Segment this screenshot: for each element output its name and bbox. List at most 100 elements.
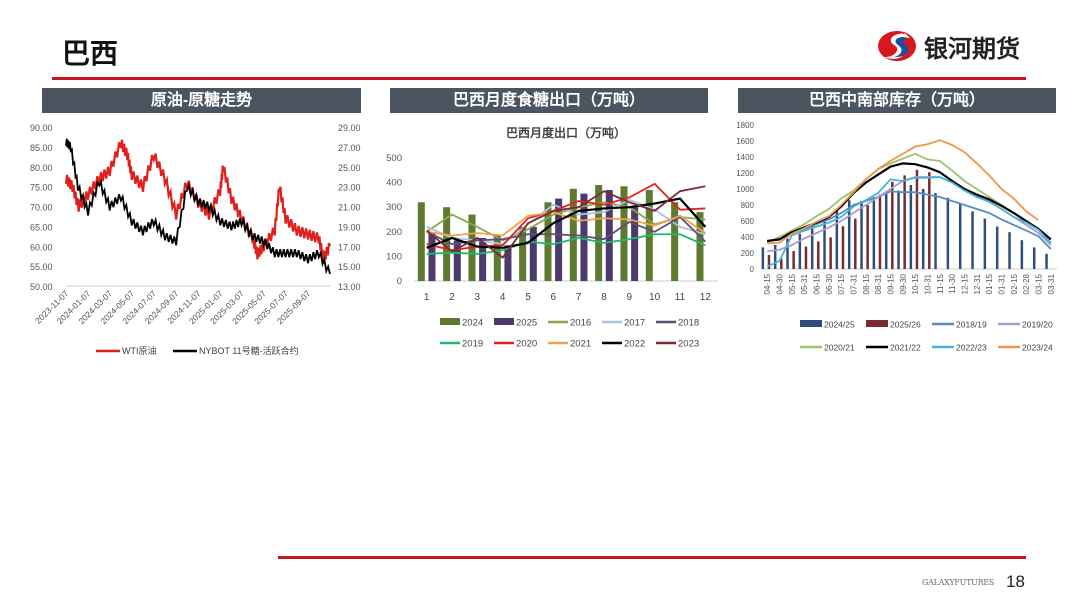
x-tick-label: 5 xyxy=(525,292,531,303)
series-line-2019 xyxy=(426,233,706,255)
bar-2025/26 xyxy=(841,226,845,269)
y-left-tick-label: 70.00 xyxy=(30,203,53,213)
chart-title: 巴西月度出口（万吨） xyxy=(506,125,626,140)
y-tick-label: 200 xyxy=(386,227,402,238)
y-tick-label: 600 xyxy=(741,217,755,226)
y-tick-label: 200 xyxy=(741,249,755,258)
bar-2025 xyxy=(529,226,537,281)
bar-2025/26 xyxy=(829,237,832,269)
x-tick-label: 4 xyxy=(500,292,506,303)
x-tick-label: 06-15 xyxy=(813,273,822,294)
footer-divider xyxy=(278,556,1026,559)
y-tick-label: 1600 xyxy=(736,137,754,146)
y-tick-label: 1200 xyxy=(736,169,754,178)
bar-2025 xyxy=(504,245,512,281)
x-tick-label: 12 xyxy=(700,292,712,303)
bar-2024/25 xyxy=(958,203,962,269)
x-tick-label: 09-15 xyxy=(887,273,896,294)
y-tick-label: 100 xyxy=(386,251,402,262)
bar-2024/25 xyxy=(860,201,863,269)
legend-label: 2025 xyxy=(516,318,537,329)
x-tick-label: 10 xyxy=(649,292,661,303)
bar-2025 xyxy=(555,198,563,281)
legend-label: NYBOT 11号糖-活跃合约 xyxy=(199,345,299,356)
x-tick-label: 11-15 xyxy=(936,273,945,293)
legend-label: 2020/21 xyxy=(824,343,855,353)
bar-2024/25 xyxy=(897,190,900,269)
legend-label: 2019/20 xyxy=(1022,320,1053,330)
bar-2025 xyxy=(479,237,487,281)
bar-2024 xyxy=(519,226,527,281)
y-right-tick-label: 17.00 xyxy=(338,242,361,252)
bar-2025/26 xyxy=(767,255,771,269)
panel-title-exports: 巴西月度食糖出口（万吨） xyxy=(390,88,708,113)
x-tick-label: 05-31 xyxy=(800,273,809,294)
footer-brand: GALAXYFUTURES xyxy=(922,578,995,587)
y-left-tick-label: 80.00 xyxy=(30,163,53,173)
y-right-tick-label: 27.00 xyxy=(338,143,361,153)
bar-2025 xyxy=(580,193,588,281)
bar-2025/26 xyxy=(928,172,931,269)
galaxy-logo-icon xyxy=(878,31,916,61)
x-tick-label: 3 xyxy=(475,292,481,303)
bar-2025 xyxy=(631,207,639,281)
legend-label: 2023/24 xyxy=(1022,343,1053,353)
bar-2024/25 xyxy=(1032,247,1036,269)
bar-2024/25 xyxy=(847,200,851,269)
x-tick-label: 03-15 xyxy=(1035,273,1044,294)
y-tick-label: 400 xyxy=(386,178,402,189)
bar-2024 xyxy=(493,235,501,281)
x-tick-label: 08-15 xyxy=(862,273,871,294)
bar-2024/25 xyxy=(995,226,999,269)
bar-2025/26 xyxy=(915,169,919,269)
y-right-tick-label: 13.00 xyxy=(338,282,361,292)
legend-swatch xyxy=(866,320,888,327)
bar-2024/25 xyxy=(872,197,876,269)
series-line-2023 xyxy=(426,185,706,259)
legend-label: 2016 xyxy=(570,318,591,329)
oil-sugar-chart: 50.00 55.00 60.00 65.00 70.00 75.00 80.00 85.00… xyxy=(30,123,361,356)
bar-2025/26 xyxy=(891,181,894,269)
x-tick-label: 10-31 xyxy=(924,273,933,294)
bar-2024 xyxy=(544,202,552,281)
x-tick-label: 10-15 xyxy=(911,273,920,294)
legend-label: 2018 xyxy=(678,318,699,329)
bar-2024/25 xyxy=(773,245,777,269)
y-tick-label: 1400 xyxy=(736,153,754,162)
bar-2024 xyxy=(620,186,628,281)
bar-2025 xyxy=(428,233,436,281)
x-tick-label: 12-15 xyxy=(961,273,970,294)
panel-title-oil-sugar: 原油-原糖走势 xyxy=(42,88,361,113)
y-tick-label: 800 xyxy=(741,201,755,210)
bar-2024/25 xyxy=(909,185,913,269)
bar-2024/25 xyxy=(761,247,765,269)
bar-2025/26 xyxy=(878,194,882,269)
y-left-tick-label: 65.00 xyxy=(30,222,53,232)
x-tick-label: 01-15 xyxy=(985,273,994,294)
bar-2024/25 xyxy=(946,197,950,269)
x-tick-label: 07-15 xyxy=(837,273,846,294)
x-tick-label: 05-15 xyxy=(788,273,797,294)
series-line-2020 xyxy=(426,182,706,252)
bar-2024 xyxy=(671,202,679,281)
y-left-tick-label: 55.00 xyxy=(30,262,53,272)
bar-2024/25 xyxy=(835,209,839,269)
x-tick-label: 09-30 xyxy=(899,273,908,294)
x-tick-label: 9 xyxy=(627,292,633,303)
page-title: 巴西 xyxy=(62,38,119,69)
y-tick-label: 300 xyxy=(386,202,402,213)
bar-2024/25 xyxy=(810,225,814,269)
x-tick-label: 03-31 xyxy=(1047,273,1056,294)
series-line-2023/24 xyxy=(767,139,1040,245)
legend-swatch xyxy=(440,318,460,325)
y-tick-label: 400 xyxy=(741,233,755,242)
bar-2024/25 xyxy=(884,191,888,269)
y-right-tick-label: 19.00 xyxy=(338,222,361,232)
legend-label: 2019 xyxy=(462,339,483,350)
legend-swatch xyxy=(800,320,822,327)
y-tick-label: 1800 xyxy=(736,121,754,130)
x-tick-label: 02-28 xyxy=(1022,273,1031,294)
y-left-tick-label: 85.00 xyxy=(30,143,53,153)
bar-2024/25 xyxy=(786,238,789,269)
